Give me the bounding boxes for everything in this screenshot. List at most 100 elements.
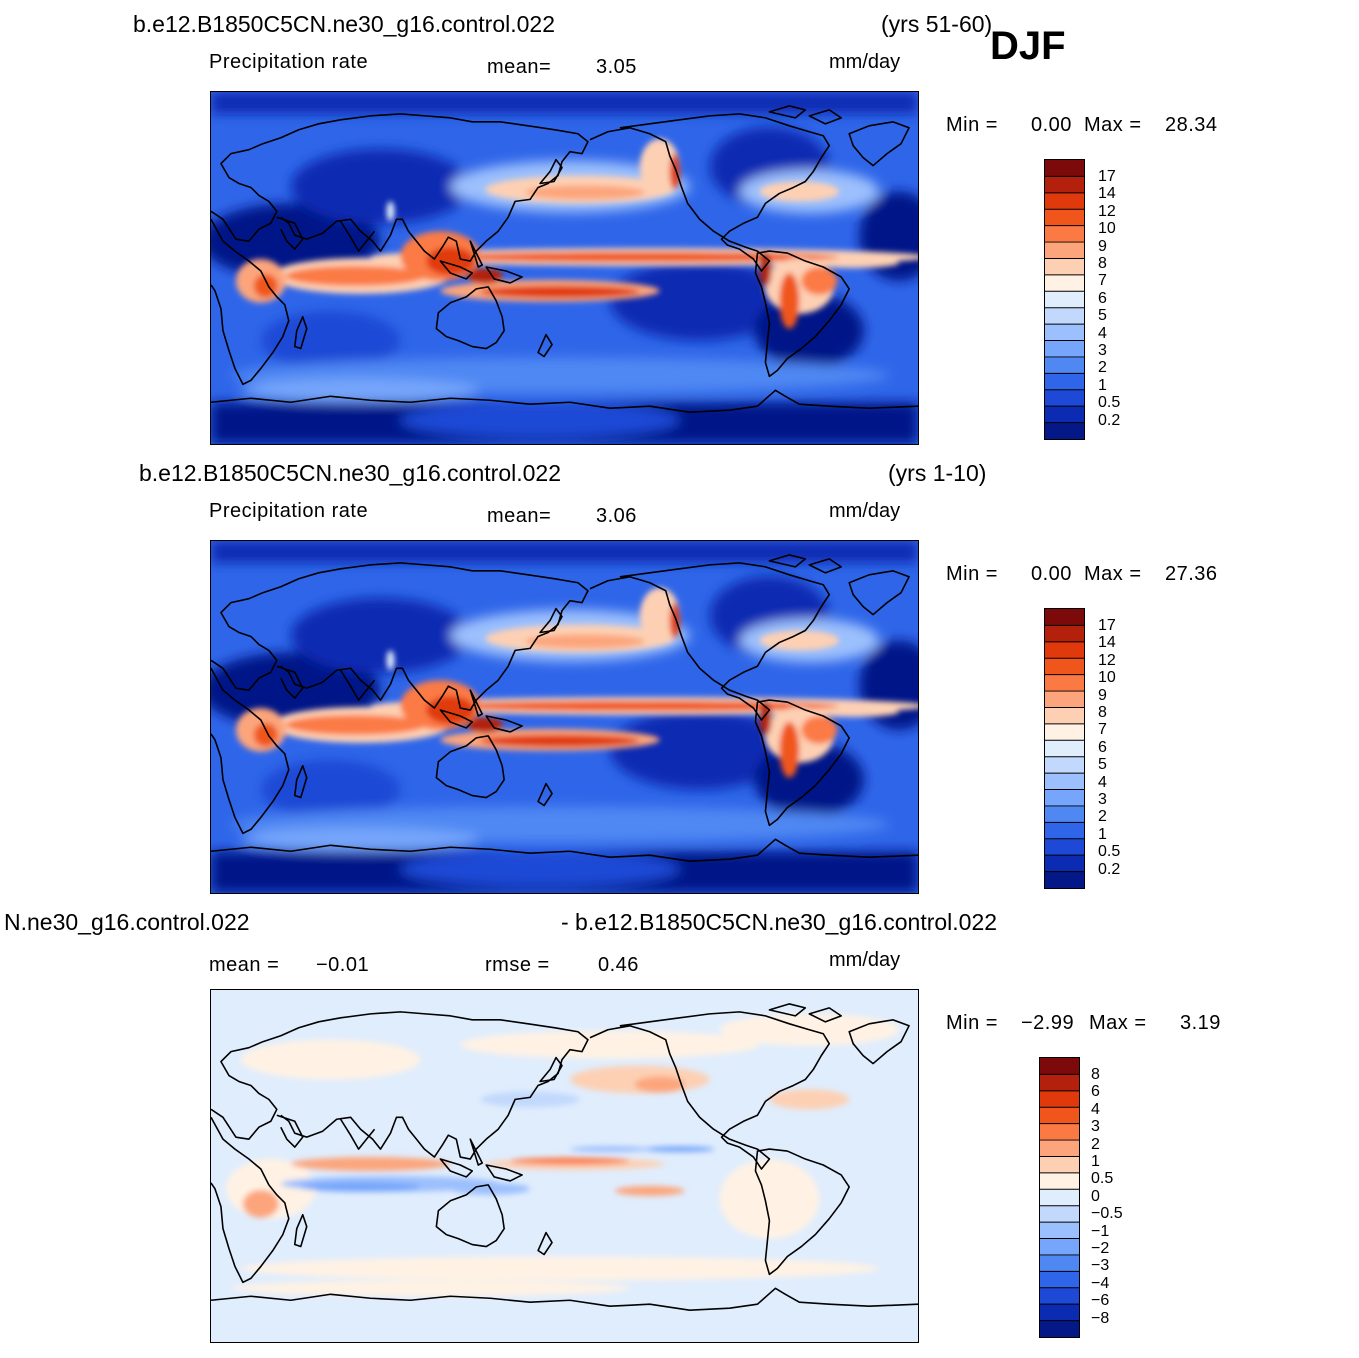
panel3-colorbar-graphic [1040, 1058, 1079, 1337]
colorbar-tick-label: −2 [1091, 1240, 1110, 1257]
colorbar-swatch [1045, 274, 1084, 292]
panel3-rmse-value: 0.46 [598, 954, 639, 976]
colorbar-tick-label: 0.5 [1098, 843, 1121, 861]
colorbar-swatch [1045, 389, 1084, 407]
colorbar-swatch [1045, 691, 1084, 708]
colorbar-swatch [1045, 422, 1084, 439]
panel2-colorbar-graphic [1045, 609, 1084, 888]
colorbar-tick-label: 0 [1091, 1187, 1100, 1205]
colorbar-swatch [1045, 373, 1084, 390]
colorbar-swatch [1045, 625, 1084, 643]
panel1-max-value: 28.34 [1165, 114, 1218, 136]
panel1-years: (yrs 51-60) [881, 11, 993, 37]
colorbar-tick-label: 17 [1098, 617, 1116, 634]
panel3-max-label: Max = [1089, 1012, 1147, 1034]
colorbar-swatch [1040, 1107, 1079, 1124]
colorbar-swatch [1040, 1222, 1079, 1239]
colorbar-tick-label: −6 [1091, 1292, 1110, 1310]
colorbar-swatch [1045, 658, 1084, 675]
colorbar-swatch [1040, 1074, 1079, 1092]
colorbar-swatch [1045, 740, 1084, 757]
colorbar-tick-label: 0.5 [1091, 1170, 1114, 1188]
colorbar-tick-label: 5 [1098, 756, 1107, 774]
colorbar-tick-label: 7 [1098, 721, 1107, 739]
panel2-variable: Precipitation rate [209, 500, 369, 522]
colorbar-swatch [1045, 356, 1084, 374]
panel2-max-label: Max = [1084, 563, 1142, 585]
panel1-max-label: Max = [1084, 114, 1142, 136]
colorbar-tick-label: 3 [1098, 342, 1107, 359]
colorbar-tick-label: 17 [1098, 168, 1116, 185]
panel2-units: mm/day [829, 500, 901, 522]
colorbar-swatch [1045, 176, 1084, 194]
colorbar-swatch [1045, 209, 1084, 226]
panel1-colorbar [1044, 159, 1085, 440]
colorbar-tick-label: 0.2 [1098, 411, 1121, 429]
colorbar-swatch [1045, 258, 1084, 276]
colorbar-tick-label: 9 [1098, 686, 1107, 704]
colorbar-swatch [1045, 805, 1084, 823]
panel3-rmse-label: rmse = [485, 954, 550, 976]
panel1-units: mm/day [829, 51, 901, 73]
colorbar-swatch [1040, 1090, 1079, 1108]
panel3-map [210, 989, 919, 1343]
colorbar-tick-label: 6 [1098, 289, 1107, 307]
colorbar-swatch [1045, 773, 1084, 790]
colorbar-swatch [1045, 609, 1084, 626]
colorbar-swatch [1045, 707, 1084, 725]
colorbar-swatch [1045, 291, 1084, 308]
colorbar-tick-label: 0.2 [1098, 860, 1121, 878]
colorbar-tick-label: 10 [1098, 669, 1116, 687]
panel2-case-title: b.e12.B1850C5CN.ne30_g16.control.022 [139, 460, 561, 486]
panel1-variable: Precipitation rate [209, 51, 369, 73]
panel1-min-value: 0.00 [1031, 114, 1072, 136]
colorbar-tick-label: −3 [1091, 1257, 1110, 1275]
panel1-min-label: Min = [946, 114, 998, 136]
panel1-colorbar-graphic [1045, 160, 1084, 439]
colorbar-swatch [1040, 1058, 1079, 1075]
panel2-years: (yrs 1-10) [888, 460, 987, 486]
colorbar-tick-label: 14 [1098, 185, 1116, 203]
panel1-map-graphic [211, 92, 918, 444]
colorbar-swatch [1040, 1271, 1079, 1288]
colorbar-swatch [1040, 1238, 1079, 1256]
panel1-mean-value: 3.05 [596, 56, 637, 78]
panel2-colorbar [1044, 608, 1085, 889]
colorbar-tick-label: 4 [1098, 773, 1107, 791]
colorbar-tick-label: 12 [1098, 202, 1116, 220]
panel2-mean-label: mean= [487, 505, 552, 527]
colorbar-tick-label: 12 [1098, 651, 1116, 669]
colorbar-tick-label: 2 [1098, 808, 1107, 826]
panel3-min-value: −2.99 [1021, 1012, 1075, 1034]
panel3-case-right: - b.e12.B1850C5CN.ne30_g16.control.022 [561, 909, 998, 935]
season-label: DJF [990, 24, 1066, 68]
colorbar-swatch [1045, 756, 1084, 774]
colorbar-swatch [1045, 225, 1084, 243]
colorbar-tick-label: 6 [1091, 1083, 1100, 1101]
colorbar-swatch [1045, 192, 1084, 210]
colorbar-swatch [1040, 1254, 1079, 1272]
colorbar-tick-label: 7 [1098, 272, 1107, 290]
panel2-min-label: Min = [946, 563, 998, 585]
colorbar-tick-label: 2 [1098, 359, 1107, 377]
panel3-mean-value: −0.01 [316, 954, 370, 976]
panel2-map-graphic [211, 541, 918, 893]
colorbar-tick-label: 6 [1098, 738, 1107, 756]
panel3-map-graphic [211, 990, 918, 1342]
panel2-max-value: 27.36 [1165, 563, 1218, 585]
colorbar-tick-label: 2 [1091, 1135, 1100, 1153]
colorbar-tick-label: 10 [1098, 220, 1116, 238]
colorbar-tick-label: 1 [1098, 825, 1107, 843]
colorbar-tick-label: −0.5 [1091, 1205, 1123, 1223]
panel3-mean-label: mean = [209, 954, 280, 976]
colorbar-swatch [1045, 723, 1084, 741]
colorbar-tick-label: 1 [1091, 1153, 1100, 1170]
panel3-min-label: Min = [946, 1012, 998, 1034]
panel2-mean-value: 3.06 [596, 505, 637, 527]
panel1-mean-label: mean= [487, 56, 552, 78]
colorbar-tick-label: −4 [1091, 1274, 1110, 1292]
colorbar-swatch [1045, 855, 1084, 872]
panel2-map [210, 540, 919, 894]
colorbar-swatch [1045, 838, 1084, 856]
panel3-units: mm/day [829, 949, 901, 971]
